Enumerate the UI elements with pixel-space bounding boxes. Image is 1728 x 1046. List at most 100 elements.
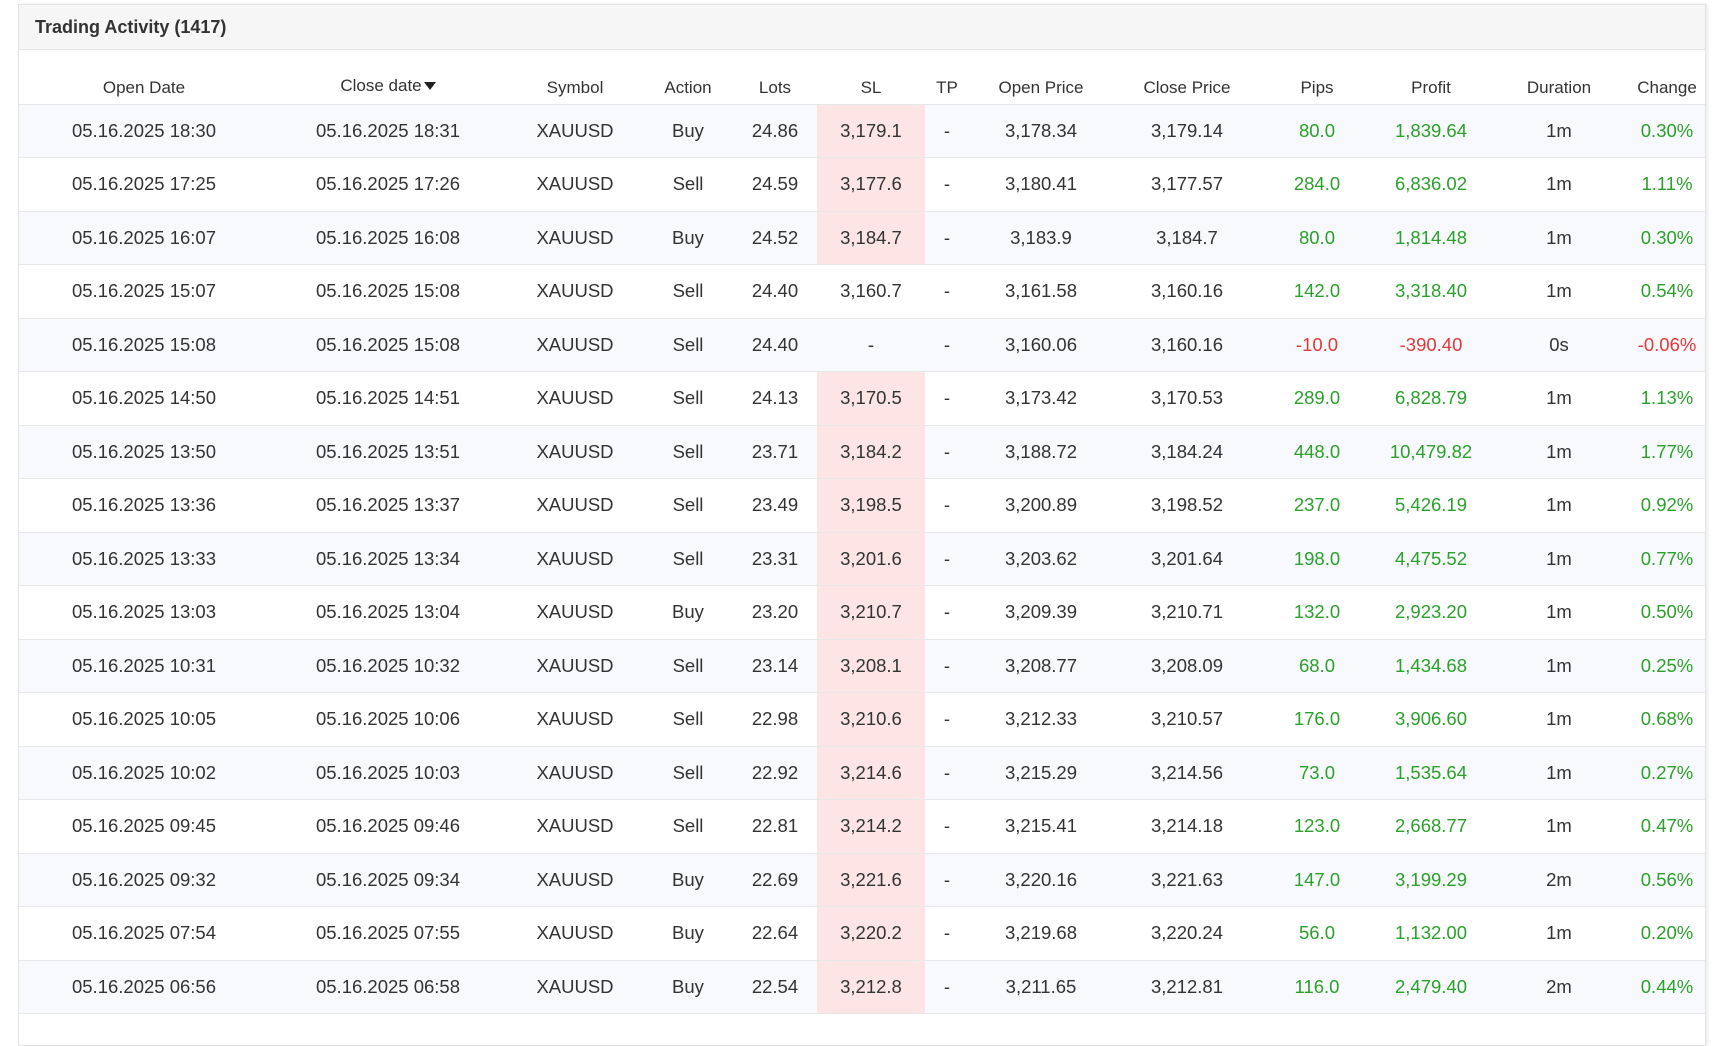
cell-sl: 3,220.2 xyxy=(817,906,925,961)
cell-duration: 1m xyxy=(1489,264,1629,319)
cell-pips: 176.0 xyxy=(1261,692,1373,747)
cell-close-price: 3,184.7 xyxy=(1113,211,1261,265)
cell-close-price: 3,220.24 xyxy=(1113,906,1261,961)
cell-close-date: 05.16.2025 15:08 xyxy=(269,264,507,319)
cell-close-price: 3,208.09 xyxy=(1113,639,1261,693)
cell-pips: 68.0 xyxy=(1261,639,1373,693)
cell-symbol: XAUUSD xyxy=(507,585,643,640)
header-open-price[interactable]: Open Price xyxy=(969,50,1113,105)
cell-action: Sell xyxy=(643,371,733,426)
cell-sl: 3,210.7 xyxy=(817,585,925,640)
cell-close-price: 3,170.53 xyxy=(1113,371,1261,426)
cell-open-price: 3,183.9 xyxy=(969,211,1113,265)
cell-symbol: XAUUSD xyxy=(507,639,643,693)
cell-close-date: 05.16.2025 17:26 xyxy=(269,157,507,212)
header-pips[interactable]: Pips xyxy=(1261,50,1373,105)
cell-sl: 3,208.1 xyxy=(817,639,925,693)
cell-close-date: 05.16.2025 13:37 xyxy=(269,478,507,533)
table-row[interactable]: 05.16.2025 10:05 05.16.2025 10:06 XAUUSD Se… xyxy=(19,692,1705,747)
cell-tp: - xyxy=(925,906,969,961)
header-close-date[interactable]: Close date xyxy=(269,50,507,105)
cell-open-price: 3,220.16 xyxy=(969,853,1113,907)
cell-pips: 142.0 xyxy=(1261,264,1373,319)
header-sl[interactable]: SL xyxy=(817,50,925,105)
table-row[interactable]: 05.16.2025 09:45 05.16.2025 09:46 XAUUSD Se… xyxy=(19,799,1705,854)
table-row[interactable]: 05.16.2025 17:25 05.16.2025 17:26 XAUUSD Se… xyxy=(19,157,1705,212)
header-lots[interactable]: Lots xyxy=(733,50,817,105)
cell-tp: - xyxy=(925,799,969,854)
cell-change: 0.77% xyxy=(1629,532,1705,586)
cell-action: Sell xyxy=(643,264,733,319)
cell-open-date: 05.16.2025 14:50 xyxy=(19,371,269,426)
table-row[interactable]: 05.16.2025 06:56 05.16.2025 06:58 XAUUSD Bu… xyxy=(19,960,1705,1014)
cell-action: Sell xyxy=(643,478,733,533)
cell-pips: 237.0 xyxy=(1261,478,1373,533)
table-row[interactable]: 05.16.2025 16:07 05.16.2025 16:08 XAUUSD Bu… xyxy=(19,211,1705,265)
cell-symbol: XAUUSD xyxy=(507,318,643,372)
table-row[interactable]: 05.16.2025 10:31 05.16.2025 10:32 XAUUSD Se… xyxy=(19,639,1705,693)
cell-close-price: 3,160.16 xyxy=(1113,264,1261,319)
header-open-date[interactable]: Open Date xyxy=(19,50,269,105)
header-action[interactable]: Action xyxy=(643,50,733,105)
cell-duration: 2m xyxy=(1489,853,1629,907)
cell-close-date: 05.16.2025 14:51 xyxy=(269,371,507,426)
cell-tp: - xyxy=(925,157,969,212)
cell-action: Sell xyxy=(643,425,733,479)
cell-tp: - xyxy=(925,960,969,1014)
cell-sl: 3,201.6 xyxy=(817,532,925,586)
cell-profit: 2,479.40 xyxy=(1373,960,1489,1014)
cell-open-date: 05.16.2025 13:33 xyxy=(19,532,269,586)
table-row[interactable]: 05.16.2025 09:32 05.16.2025 09:34 XAUUSD Bu… xyxy=(19,853,1705,907)
cell-lots: 22.54 xyxy=(733,960,817,1014)
cell-action: Sell xyxy=(643,746,733,800)
cell-close-price: 3,177.57 xyxy=(1113,157,1261,212)
header-close-price[interactable]: Close Price xyxy=(1113,50,1261,105)
cell-open-date: 05.16.2025 13:36 xyxy=(19,478,269,533)
cell-close-price: 3,201.64 xyxy=(1113,532,1261,586)
cell-symbol: XAUUSD xyxy=(507,906,643,961)
table-row[interactable]: 05.16.2025 15:08 05.16.2025 15:08 XAUUSD Se… xyxy=(19,318,1705,372)
cell-change: 0.20% xyxy=(1629,906,1705,961)
cell-tp: - xyxy=(925,692,969,747)
table-row[interactable]: 05.16.2025 10:02 05.16.2025 10:03 XAUUSD Se… xyxy=(19,746,1705,800)
panel-title: Trading Activity (1417) xyxy=(19,5,1705,50)
cell-sl: 3,160.7 xyxy=(817,264,925,319)
cell-tp: - xyxy=(925,853,969,907)
header-symbol[interactable]: Symbol xyxy=(507,50,643,105)
table-row[interactable]: 05.16.2025 18:30 05.16.2025 18:31 XAUUSD Bu… xyxy=(19,104,1705,158)
header-tp[interactable]: TP xyxy=(925,50,969,105)
cell-tp: - xyxy=(925,318,969,372)
cell-open-price: 3,203.62 xyxy=(969,532,1113,586)
cell-pips: 147.0 xyxy=(1261,853,1373,907)
cell-close-date: 05.16.2025 07:55 xyxy=(269,906,507,961)
cell-action: Sell xyxy=(643,532,733,586)
cell-pips: 284.0 xyxy=(1261,157,1373,212)
cell-lots: 24.52 xyxy=(733,211,817,265)
cell-duration: 1m xyxy=(1489,585,1629,640)
table-row[interactable]: 05.16.2025 13:36 05.16.2025 13:37 XAUUSD Se… xyxy=(19,478,1705,533)
cell-sl: 3,210.6 xyxy=(817,692,925,747)
trading-activity-table: Open Date Close date Symbol Action Lots … xyxy=(19,50,1705,1014)
cell-close-price: 3,212.81 xyxy=(1113,960,1261,1014)
cell-profit: 3,906.60 xyxy=(1373,692,1489,747)
table-row[interactable]: 05.16.2025 13:03 05.16.2025 13:04 XAUUSD Bu… xyxy=(19,585,1705,640)
header-duration[interactable]: Duration xyxy=(1489,50,1629,105)
table-row[interactable]: 05.16.2025 15:07 05.16.2025 15:08 XAUUSD Se… xyxy=(19,264,1705,319)
table-row[interactable]: 05.16.2025 14:50 05.16.2025 14:51 XAUUSD Se… xyxy=(19,371,1705,426)
cell-tp: - xyxy=(925,639,969,693)
cell-symbol: XAUUSD xyxy=(507,211,643,265)
cell-open-date: 05.16.2025 13:50 xyxy=(19,425,269,479)
table-row[interactable]: 05.16.2025 13:50 05.16.2025 13:51 XAUUSD Se… xyxy=(19,425,1705,479)
header-change[interactable]: Change xyxy=(1629,50,1705,105)
cell-pips: 116.0 xyxy=(1261,960,1373,1014)
cell-close-date: 05.16.2025 09:34 xyxy=(269,853,507,907)
cell-change: 0.50% xyxy=(1629,585,1705,640)
trading-activity-panel: Trading Activity (1417) Open Date Close … xyxy=(18,4,1706,1046)
cell-tp: - xyxy=(925,478,969,533)
table-row[interactable]: 05.16.2025 07:54 05.16.2025 07:55 XAUUSD Bu… xyxy=(19,906,1705,961)
cell-pips: 289.0 xyxy=(1261,371,1373,426)
table-row[interactable]: 05.16.2025 13:33 05.16.2025 13:34 XAUUSD Se… xyxy=(19,532,1705,586)
cell-open-price: 3,211.65 xyxy=(969,960,1113,1014)
cell-profit: 1,839.64 xyxy=(1373,104,1489,158)
header-profit[interactable]: Profit xyxy=(1373,50,1489,105)
